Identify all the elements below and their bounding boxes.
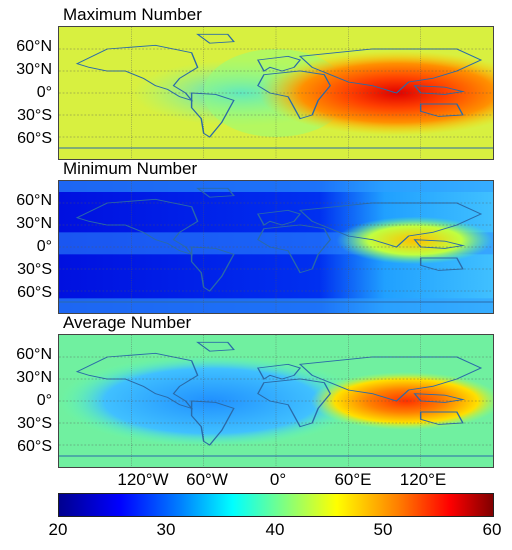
lat-label-30s: 30°S [17, 107, 52, 124]
lat-label-30s: 30°S [17, 415, 52, 432]
panel-title-maximum: Maximum Number [63, 5, 202, 24]
colorbar-tick-40: 40 [265, 520, 285, 539]
panel-title-minimum: Minimum Number [63, 159, 198, 178]
map-average-number [58, 334, 494, 468]
lat-label-60n: 60°N [16, 192, 52, 209]
lat-label-60s: 60°S [17, 438, 52, 455]
colorbar-tick-30: 30 [156, 520, 176, 539]
lat-label-60s: 60°S [17, 130, 52, 147]
colorbar-tick-60: 60 [482, 520, 502, 539]
lat-label-60n: 60°N [16, 346, 52, 363]
colorbar-tick-20: 20 [48, 520, 68, 539]
lat-label-0: 0° [36, 238, 52, 255]
lat-label-30n: 30°N [16, 61, 52, 78]
lat-label-60n: 60°N [16, 38, 52, 55]
map-minimum-number [58, 180, 494, 314]
lat-label-0: 0° [36, 84, 52, 101]
lon-label-120w: 120°W [117, 470, 169, 489]
lat-label-30n: 30°N [16, 369, 52, 386]
lon-label-60e: 60°E [334, 470, 372, 489]
panel-title-average: Average Number [63, 313, 192, 332]
lon-label-120e: 120°E [399, 470, 447, 489]
lat-label-60s: 60°S [17, 284, 52, 301]
map-maximum-number [58, 26, 494, 160]
lat-label-30n: 30°N [16, 215, 52, 232]
lat-label-0: 0° [36, 392, 52, 409]
colorbar-tick-50: 50 [373, 520, 393, 539]
colorbar [58, 493, 494, 517]
lon-label-60w: 60°W [186, 470, 228, 489]
lat-label-30s: 30°S [17, 261, 52, 278]
lon-label-0: 0° [269, 470, 287, 489]
